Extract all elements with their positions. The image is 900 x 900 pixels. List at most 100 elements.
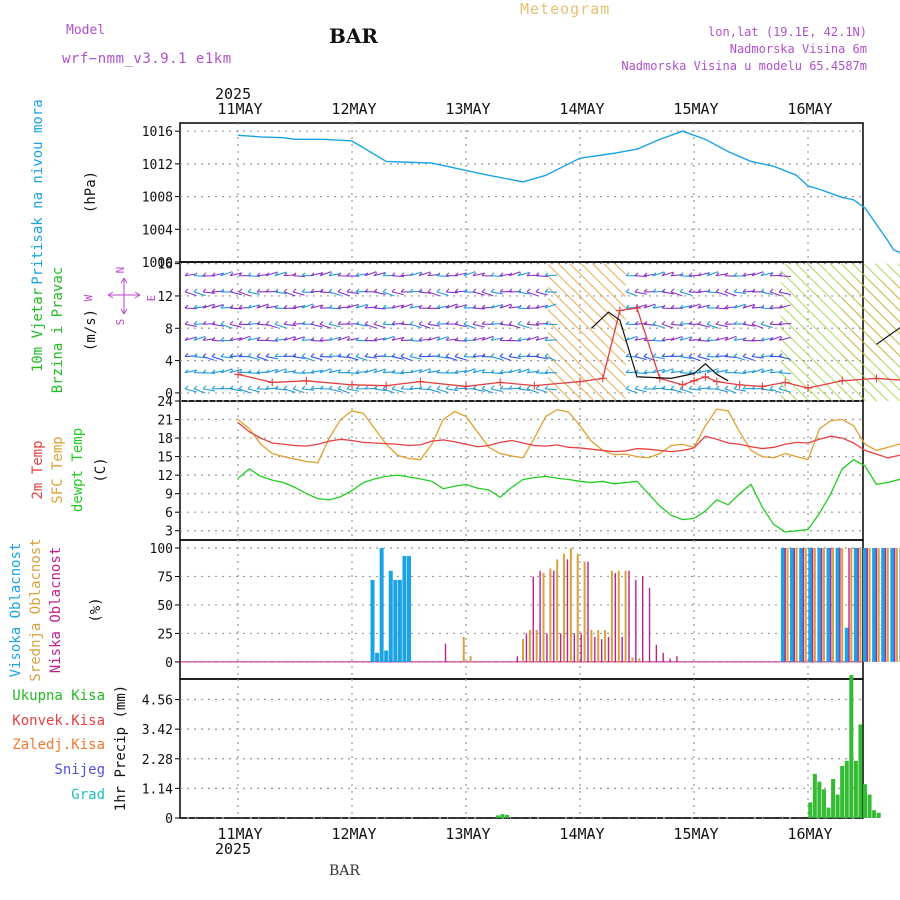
cloud-bar-1: [535, 630, 538, 662]
wind-arrow: [364, 368, 377, 374]
wind-arrow: [301, 303, 314, 309]
cloud-bar-1: [569, 547, 572, 662]
wind-arrow: [265, 271, 278, 277]
y-tick-label: 12: [157, 469, 173, 484]
wind-arrow-head: [454, 369, 459, 374]
cloud-bar-2: [546, 633, 548, 662]
wind-arrow: [391, 372, 405, 375]
wind-arrow-head: [778, 304, 783, 309]
wind-arrow-head: [544, 369, 549, 374]
wind-arrow: [760, 337, 773, 341]
wind-ylabel-1: 10m Vjetar: [30, 288, 46, 372]
wind-arrow: [472, 369, 485, 374]
wind-arrow-head: [508, 353, 513, 357]
wind-arrow: [679, 305, 692, 309]
wind-arrow: [346, 291, 359, 295]
bottom-day-labels: 11MAY 12MAY 13MAY 14MAY 15MAY 16MAY: [217, 825, 832, 843]
wind-arrow-head: [634, 337, 639, 341]
top-day-label: 12MAY: [331, 100, 376, 118]
wind-arrow-head: [229, 272, 234, 277]
wind-arrow-head: [328, 337, 333, 341]
wind-arrow-head: [661, 385, 666, 390]
wind-arrow-head: [634, 272, 639, 277]
cloud-bar-2: [553, 570, 555, 662]
wind-arrow: [517, 388, 530, 391]
wind-arrow: [346, 356, 359, 361]
wind-arrow: [535, 291, 548, 296]
wind-arrow-head: [184, 337, 189, 341]
meteogram-title: Meteogram: [520, 0, 610, 18]
wind-arrow: [247, 372, 261, 375]
wind-arrow-head: [715, 304, 720, 309]
panel-frame: [179, 400, 864, 541]
wind-arrow-head: [445, 369, 450, 374]
precip-bar: [831, 779, 836, 818]
wind-speed-marker: [804, 384, 812, 393]
model-name: wrf−nmm_v3.9.1 e1km: [62, 51, 232, 67]
wind-arrow: [706, 271, 719, 277]
y-tick-label: 2.28: [142, 753, 173, 768]
wind-arrow: [319, 323, 332, 329]
wind-arrow: [436, 356, 449, 359]
wind-arrow-head: [328, 369, 333, 374]
wind-arrow-head: [661, 288, 666, 293]
wind-arrow-head: [778, 272, 783, 277]
cloud-bar-1: [563, 553, 566, 662]
wind-arrow: [274, 291, 287, 295]
wind-arrow-head: [625, 288, 630, 293]
wind-arrow-head: [769, 288, 774, 293]
wind-arrow-head: [769, 272, 774, 277]
wind-arrow-head: [328, 304, 333, 309]
wind-speed-marker: [701, 372, 710, 381]
wind-arrow: [652, 323, 665, 329]
y-tick-label: 16: [157, 258, 173, 273]
wind-arrow: [220, 271, 233, 277]
wind-arrow: [490, 304, 503, 309]
wind-arrow-head: [652, 304, 657, 309]
wind-arrow: [445, 303, 458, 309]
wind-arrow-head: [202, 385, 207, 390]
wind-arrow: [490, 291, 503, 295]
cloud-bar-1: [522, 639, 524, 662]
wind-arrow-head: [202, 304, 207, 309]
precip-bar: [835, 794, 840, 818]
wind-arrow-head: [733, 288, 738, 293]
wind-arrow: [310, 339, 324, 342]
wind-arrow-head: [292, 272, 297, 277]
wind-arrow-head: [418, 353, 423, 357]
wind-arrow-head: [724, 304, 729, 309]
wind-arrow: [634, 337, 647, 341]
wind-arrow-head: [211, 353, 216, 357]
wind-speed-marker: [838, 376, 847, 385]
wind-arrow: [184, 388, 197, 393]
wind-arrow: [328, 336, 341, 341]
wind-arrow-head: [229, 369, 234, 374]
wind-arrow-head: [346, 385, 351, 390]
cloud-bar-0: [375, 652, 380, 662]
wind-arrow: [202, 291, 215, 294]
wind-arrow: [409, 323, 422, 329]
wind-arrow-head: [247, 385, 252, 390]
wind-arrow-head: [229, 385, 234, 390]
wind-arrow: [400, 356, 413, 362]
y-tick-label: 4.56: [142, 694, 173, 709]
wind-arrow-head: [211, 320, 216, 325]
model-elevation-label: Nadmorska Visina u modelu 65.4587m: [621, 59, 867, 73]
wind-arrow-head: [490, 288, 495, 293]
wind-arrow-head: [733, 320, 738, 325]
wind-arrow: [283, 388, 296, 394]
wind-arrow-head: [211, 288, 216, 293]
elevation-label: Nadmorska Visina 6m: [730, 42, 867, 56]
wind-arrow-head: [355, 272, 360, 277]
wind-arrow-head: [310, 288, 315, 293]
panel-clouds: 0 25 50 75 100: [150, 539, 900, 680]
y-tick-label: 3.42: [142, 723, 173, 738]
wind-arrow-head: [679, 288, 684, 293]
wind-arrow-head: [490, 320, 495, 325]
cloud-bar-1: [624, 570, 627, 662]
temp-ylabel-dewpt: dewpt Temp: [70, 428, 86, 512]
wind-arrow-head: [283, 304, 288, 309]
wind-arrow-head: [319, 369, 324, 374]
cloud-bar-0: [393, 579, 398, 662]
wind-arrow-head: [328, 272, 333, 277]
